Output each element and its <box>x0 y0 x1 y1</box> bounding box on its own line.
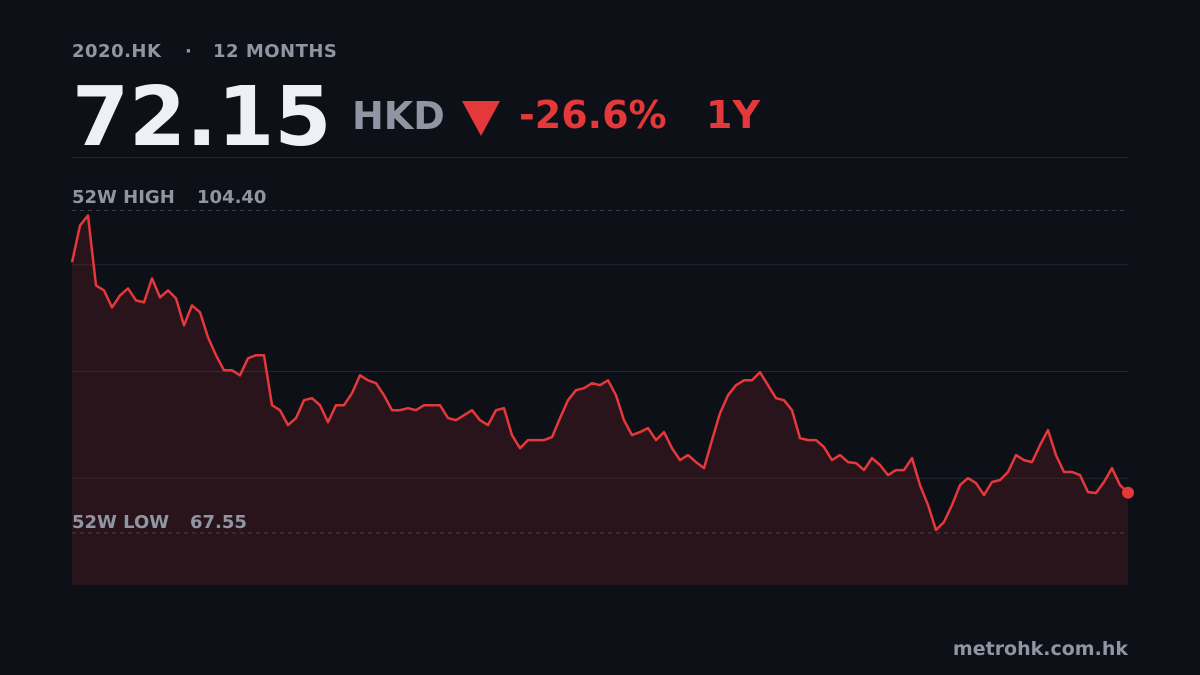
area <box>72 215 1128 585</box>
currency: HKD <box>352 94 445 138</box>
source: metrohk.com.hk <box>953 638 1128 660</box>
price: 72.15 <box>72 70 331 165</box>
separator: · <box>185 41 192 62</box>
range: 1Y <box>706 93 760 137</box>
down-arrow <box>462 101 500 136</box>
period: 12 MONTHS <box>213 41 337 62</box>
price-line <box>70 214 1129 532</box>
last-point <box>1122 486 1134 499</box>
ticker: 2020.HK <box>72 41 162 62</box>
low-value: 67.55 <box>190 512 247 533</box>
change: -26.6% <box>519 93 667 137</box>
high-label: 52W HIGH <box>72 187 175 208</box>
high-value: 104.40 <box>197 187 266 208</box>
low-label: 52W LOW <box>72 512 169 533</box>
